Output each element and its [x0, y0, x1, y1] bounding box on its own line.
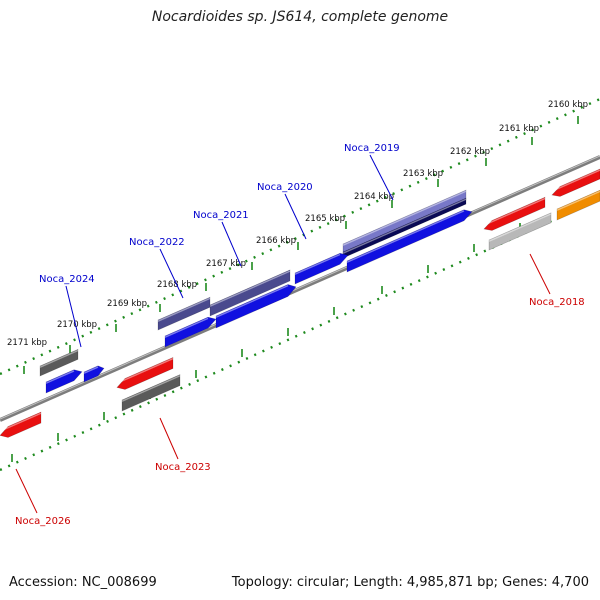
gene-features [0, 168, 600, 438]
gene-label-noca-2021: Noca_2021 [193, 210, 249, 221]
gene-noca-2022 [157, 296, 211, 331]
ruler-label: 2161 kbp [499, 124, 539, 134]
ruler-label: 2166 kbp [256, 236, 296, 246]
gene-orange-right [556, 189, 600, 221]
gene-red-lower [483, 196, 546, 231]
gene-noca-2023 [121, 374, 181, 412]
gene-noca-2018 [488, 212, 552, 251]
ruler-label: 2167 kbp [206, 259, 246, 269]
ruler-label: 2164 kbp [354, 192, 394, 202]
accession-text: Accession: NC_008699 [9, 575, 157, 590]
gene-forward-blue [45, 369, 83, 394]
ruler-label: 2163 kbp [403, 169, 443, 179]
ruler-label: 2160 kbp [548, 100, 588, 110]
map-title: Nocardioides sp. JS614, complete genome [151, 9, 449, 25]
label-leader-line [65, 285, 82, 348]
genome-summary-text: Topology: circular; Length: 4,985,871 bp… [231, 575, 589, 590]
gene-labels: Noca_2019 Noca_2020 Noca_2021 Noca_2022 Noca… [15, 143, 585, 527]
ruler-label: 2171 kbp [7, 338, 47, 348]
gene-forward-blue [164, 316, 217, 348]
gene-label-noca-2023: Noca_2023 [155, 462, 211, 473]
gene-label-noca-2020: Noca_2020 [257, 182, 313, 193]
gene-forward-blue [346, 209, 473, 273]
label-leader-lines [15, 154, 551, 514]
inner-tick-ring [0, 197, 600, 472]
gene-forward-blue [83, 365, 105, 383]
gene-label-noca-2019: Noca_2019 [344, 143, 400, 154]
ruler-label: 2169 kbp [107, 299, 147, 309]
gene-noca-2021 [209, 269, 291, 317]
gene-noca-2026 [0, 411, 42, 438]
label-leader-line [221, 221, 242, 267]
gene-label-noca-2022: Noca_2022 [129, 237, 185, 248]
gene-gray-upper [39, 348, 79, 377]
outer-tick-ring [0, 97, 600, 376]
label-leader-line [15, 468, 38, 514]
ruler-label: 2170 kbp [57, 320, 97, 330]
gene-label-noca-2018: Noca_2018 [529, 297, 585, 308]
label-leader-line [529, 253, 551, 295]
genome-backbone-highlight [0, 155, 600, 420]
ruler-label: 2165 kbp [305, 214, 345, 224]
gene-red-lower [116, 356, 174, 390]
label-leader-line [159, 248, 184, 299]
gene-forward-blue [294, 252, 349, 285]
gene-label-noca-2026: Noca_2026 [15, 516, 71, 527]
gene-red-right [551, 168, 600, 197]
gene-label-noca-2024: Noca_2024 [39, 274, 95, 285]
label-leader-line [284, 193, 307, 240]
ruler-label: 2162 kbp [450, 147, 490, 157]
gene-forward-blue [215, 284, 297, 329]
label-leader-line [369, 154, 394, 201]
label-leader-line [159, 417, 179, 460]
genome-backbone [0, 155, 600, 422]
